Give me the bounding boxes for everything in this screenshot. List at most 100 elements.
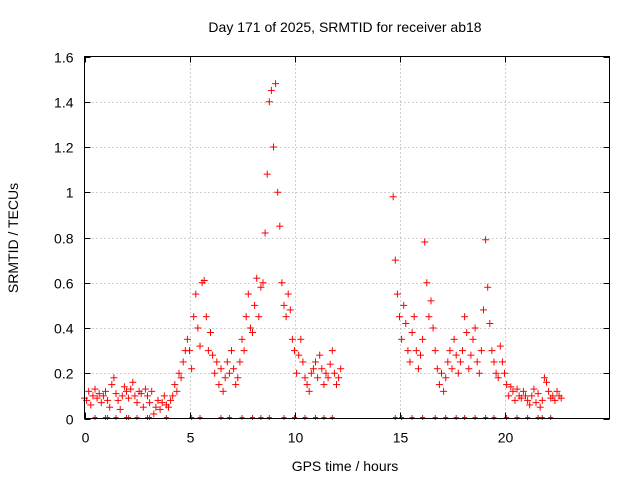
data-point <box>484 283 492 291</box>
data-point <box>530 385 538 393</box>
data-point <box>333 381 340 389</box>
gridlines <box>84 56 610 419</box>
y-tick-label: 0.8 <box>54 231 74 247</box>
data-point <box>251 301 259 309</box>
x-tick-label: 0 <box>82 430 90 446</box>
data-point <box>134 415 140 420</box>
data-point <box>129 378 137 386</box>
data-point <box>513 385 521 393</box>
data-point <box>408 329 416 337</box>
data-point <box>280 301 288 309</box>
data-point <box>517 394 525 402</box>
data-point <box>272 80 280 88</box>
data-point <box>295 351 303 359</box>
data-point <box>302 415 308 420</box>
data-point <box>209 351 217 359</box>
data-point <box>412 347 420 355</box>
data-point <box>507 383 515 391</box>
data-point <box>288 335 296 343</box>
data-point <box>221 374 229 382</box>
data-point <box>120 383 128 391</box>
data-point <box>232 381 240 389</box>
data-point <box>444 358 452 366</box>
data-point <box>152 403 160 411</box>
data-point <box>154 396 162 404</box>
data-point <box>118 392 126 400</box>
data-point <box>228 347 235 355</box>
data-point <box>528 392 536 400</box>
data-point <box>471 324 479 332</box>
data-point <box>297 335 305 343</box>
data-point <box>511 396 519 404</box>
data-point <box>406 358 414 366</box>
data-point <box>532 399 540 407</box>
data-point <box>87 401 95 409</box>
data-point <box>545 387 553 395</box>
data-point <box>486 319 494 327</box>
data-point <box>496 342 504 350</box>
data-point <box>234 374 242 382</box>
data-point <box>125 394 133 402</box>
data-point <box>299 358 307 366</box>
data-point <box>450 335 458 343</box>
data-point <box>488 347 496 355</box>
data-point <box>246 324 254 332</box>
data-point <box>204 347 212 355</box>
data-point <box>95 390 103 398</box>
axis-ticks <box>84 56 610 420</box>
data-point <box>324 374 332 382</box>
data-point <box>391 256 399 264</box>
x-tick-label: 15 <box>393 430 409 446</box>
data-point <box>200 276 208 284</box>
data-point <box>435 381 443 389</box>
data-point <box>188 365 196 373</box>
data-point <box>410 313 418 321</box>
axis-tick-labels: 0 0.2 0.4 0.6 0.8 1 1.2 1.4 1.6 0 5 10 15 20 <box>54 50 513 446</box>
data-point <box>330 369 338 377</box>
data-point <box>303 381 311 389</box>
data-point <box>409 415 415 420</box>
data-point <box>469 335 477 343</box>
data-point <box>396 313 403 321</box>
data-point <box>335 374 343 382</box>
data-point <box>165 403 172 411</box>
data-point <box>217 365 225 373</box>
data-point <box>453 415 459 420</box>
data-point <box>291 347 298 355</box>
data-point <box>393 290 401 298</box>
x-axis-label: GPS time / hours <box>292 458 399 474</box>
data-point <box>309 365 317 373</box>
data-point <box>392 415 398 420</box>
data-point <box>112 390 120 398</box>
data-point <box>91 385 99 393</box>
data-point <box>505 392 513 400</box>
y-tick-label: 1.2 <box>54 140 74 156</box>
y-tick-label: 1.6 <box>54 50 74 66</box>
data-point <box>105 415 111 420</box>
data-point <box>419 335 427 343</box>
data-point <box>329 415 335 420</box>
data-point <box>548 415 554 420</box>
data-point <box>211 369 219 377</box>
data-point <box>420 415 426 420</box>
data-point <box>278 279 286 287</box>
data-point <box>483 415 489 420</box>
data-point <box>116 405 124 413</box>
data-point <box>402 319 410 327</box>
data-point <box>557 394 565 402</box>
data-point <box>106 403 114 411</box>
data-point <box>305 387 313 395</box>
data-point <box>213 358 221 366</box>
data-point <box>414 365 422 373</box>
data-point <box>110 374 118 382</box>
data-point <box>475 369 483 377</box>
data-point <box>314 374 322 382</box>
data-point <box>250 415 255 420</box>
data-point <box>158 399 166 407</box>
data-point <box>169 392 177 400</box>
data-point <box>446 347 454 355</box>
data-point <box>293 369 301 377</box>
data-point <box>286 306 294 314</box>
